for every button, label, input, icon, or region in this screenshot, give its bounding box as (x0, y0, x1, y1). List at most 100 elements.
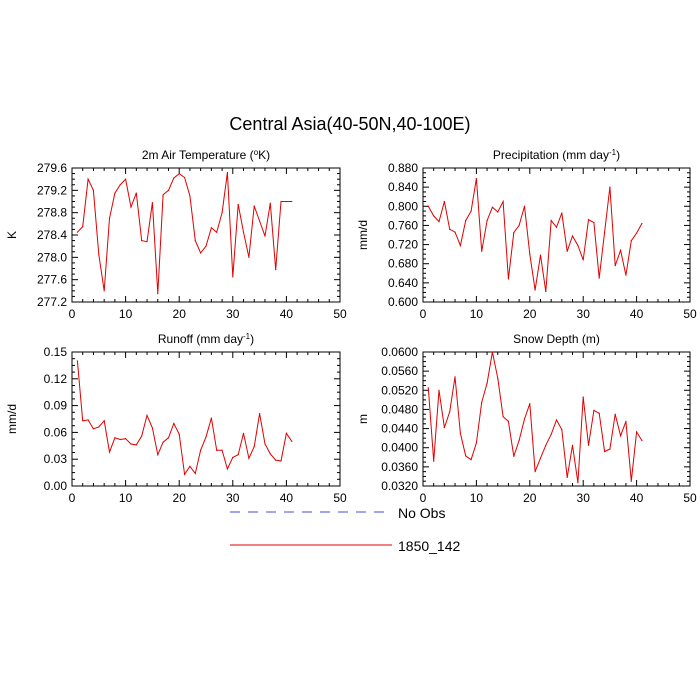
data-point (189, 195, 191, 197)
data-point (178, 433, 180, 435)
y-tick-label: 0.00 (44, 479, 68, 493)
data-point (119, 184, 121, 186)
data-point (641, 439, 643, 442)
data-point (194, 472, 196, 475)
x-tick-label: 30 (226, 307, 240, 321)
data-point (523, 418, 526, 420)
y-tick-label: 279.6 (37, 161, 67, 175)
data-point (491, 351, 494, 353)
data-point (183, 473, 186, 475)
data-point (269, 202, 271, 204)
data-point (92, 189, 95, 191)
y-tick-label: 0.06 (44, 425, 68, 439)
panel-title-tail: K) (258, 148, 270, 162)
panel-title-precipitation: Precipitation (mm day-1) (493, 148, 620, 163)
panel-title-tail: ) (616, 148, 620, 162)
data-point (253, 446, 255, 448)
x-tick-label: 0 (69, 491, 76, 505)
data-point (449, 411, 451, 413)
data-point (587, 444, 590, 446)
data-point (577, 244, 579, 247)
data-point (125, 178, 127, 180)
data-point (114, 192, 116, 194)
y-tick-label: 277.2 (37, 295, 67, 309)
data-point (641, 222, 643, 225)
x-tick-label: 10 (119, 491, 133, 505)
data-point (125, 438, 127, 440)
data-point (470, 459, 472, 461)
data-point (194, 239, 196, 242)
data-point (571, 235, 574, 237)
data-point (507, 278, 510, 280)
data-point (280, 460, 282, 462)
y-tick-label: 0.0560 (381, 364, 418, 378)
data-point (205, 245, 207, 247)
panel-title-superscript: -1 (609, 148, 617, 157)
data-point (200, 252, 202, 254)
data-point (210, 417, 212, 419)
x-tick-label: 50 (333, 307, 347, 321)
x-tick-label: 0 (420, 307, 427, 321)
data-point (598, 277, 600, 279)
data-point (497, 377, 499, 379)
data-point (226, 171, 229, 174)
x-tick-label: 40 (280, 307, 294, 321)
data-point (566, 250, 568, 252)
data-point (545, 444, 547, 446)
data-point (609, 448, 611, 450)
data-point (92, 428, 95, 430)
x-tick-label: 10 (470, 491, 484, 505)
y-axis-label-snow-depth: m (356, 414, 370, 424)
panel-title-snow-depth: Snow Depth (m) (513, 332, 600, 346)
data-point (275, 459, 277, 461)
data-point (614, 265, 616, 267)
y-tick-label: 278.4 (37, 228, 67, 242)
data-point (475, 442, 477, 444)
data-point (242, 231, 245, 233)
data-point (76, 231, 78, 233)
data-point (598, 412, 600, 414)
data-point (216, 231, 218, 233)
x-tick-label: 40 (630, 307, 644, 321)
data-point (162, 194, 164, 196)
data-point (459, 244, 461, 247)
y-tick-label: 277.6 (37, 273, 67, 287)
data-point (475, 177, 477, 180)
data-point (173, 177, 175, 179)
panel-title-superscript: -1 (243, 332, 251, 341)
panel-air-temperature: 2m Air Temperature (oK) 0 10 20 30 40 50 277.2 2… (5, 148, 347, 322)
data-point (470, 210, 472, 212)
data-point (550, 433, 552, 435)
data-point (82, 420, 84, 422)
y-tick-label: 0.640 (388, 276, 418, 290)
data-point (550, 220, 552, 222)
y-axis-label-air-temperature: K (5, 231, 19, 239)
figure-title: Central Asia(40-50N,40-100E) (229, 114, 470, 134)
data-point (259, 220, 261, 222)
data-point (561, 428, 563, 431)
data-point (449, 228, 451, 230)
data-point (555, 419, 558, 421)
data-point (119, 438, 121, 441)
x-tick-label: 40 (280, 491, 294, 505)
data-point (264, 443, 266, 445)
legend-label-1850-142: 1850_142 (398, 538, 461, 554)
x-tick-label: 30 (577, 307, 591, 321)
data-point (534, 471, 536, 473)
data-point (87, 178, 89, 180)
x-tick-label: 10 (119, 307, 133, 321)
data-point (226, 468, 229, 470)
data-point (173, 422, 175, 425)
data-point (534, 289, 536, 291)
data-point (577, 482, 579, 484)
data-point (529, 403, 531, 405)
x-tick-label: 0 (69, 307, 76, 321)
data-point (523, 205, 526, 207)
data-point (232, 276, 234, 278)
data-point (603, 231, 606, 233)
data-point (636, 431, 638, 433)
y-tick-label: 0.0520 (381, 383, 418, 397)
data-point (280, 200, 282, 203)
data-point (237, 203, 239, 205)
